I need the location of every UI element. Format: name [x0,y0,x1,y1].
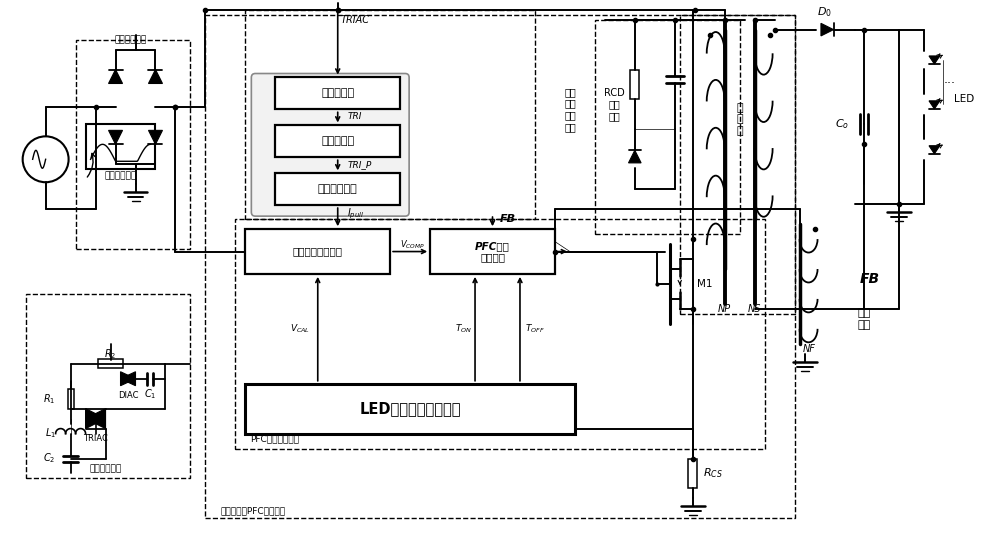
Text: LED: LED [954,95,974,104]
Text: M1: M1 [697,279,712,289]
Text: LED输出电流估算电路: LED输出电流估算电路 [359,401,461,416]
Polygon shape [929,56,940,64]
Bar [680,15,795,314]
Text: DIAC: DIAC [118,391,138,400]
Bar [245,384,575,434]
Bar [26,294,190,479]
Text: PFC恒流基础电路: PFC恒流基础电路 [250,435,299,443]
Text: 可控硅调光器: 可控硅调光器 [104,172,137,181]
Text: 导通角检测: 导通角检测 [321,89,354,98]
Text: NS: NS [748,304,761,314]
Bar [630,70,639,100]
Text: $C_o$: $C_o$ [835,118,850,131]
Bar [98,360,123,368]
Text: 调光
核心
控制
电路: 调光 核心 控制 电路 [564,87,576,132]
Bar [245,10,535,219]
Text: 辅助
绕组: 辅助 绕组 [858,308,871,330]
Text: 二极管整流桥: 二极管整流桥 [114,35,147,45]
Text: 变
压
器: 变 压 器 [736,103,743,136]
Text: $R_1$: $R_1$ [43,392,56,406]
Bar [245,229,390,274]
Text: TRI_P: TRI_P [348,160,372,169]
Text: TRI: TRI [348,112,362,121]
Text: $D_0$: $D_0$ [817,5,832,18]
Text: TRIAC: TRIAC [341,15,370,24]
FancyBboxPatch shape [251,73,409,216]
Text: $T_{ON}$: $T_{ON}$ [455,323,472,335]
Polygon shape [109,70,123,83]
Text: NF: NF [803,344,816,354]
Polygon shape [148,70,162,83]
Bar [430,229,555,274]
Text: $C_2$: $C_2$ [43,452,56,466]
Text: $I_{pull}$: $I_{pull}$ [347,207,364,221]
Bar [688,459,697,489]
Text: FB: FB [859,272,880,286]
Bar [68,389,74,409]
Bar [275,173,400,205]
Text: TRIAC: TRIAC [83,434,108,443]
Bar [76,40,190,249]
Bar [205,15,795,518]
Text: 导通角补偿: 导通角补偿 [321,137,354,146]
Polygon shape [109,131,123,144]
Text: 可控硅调光PFC控制电路: 可控硅调光PFC控制电路 [220,506,286,515]
Text: PFC逻辑
控制电路: PFC逻辑 控制电路 [475,241,510,262]
Text: 下拉电流控制: 下拉电流控制 [318,184,358,194]
Bar [275,77,400,109]
Text: 可控硅调光器: 可控硅调光器 [89,465,122,473]
Bar [595,20,740,234]
Polygon shape [121,372,136,386]
Polygon shape [629,150,641,163]
Text: $R_2$: $R_2$ [104,347,117,361]
Text: FB: FB [500,214,516,224]
Text: $T_{OFF}$: $T_{OFF}$ [525,323,545,335]
Polygon shape [929,146,940,154]
Text: $V_{CAL}$: $V_{CAL}$ [290,323,310,335]
Polygon shape [86,409,106,429]
Polygon shape [86,409,106,429]
Text: $R_{CS}$: $R_{CS}$ [703,467,723,480]
Polygon shape [821,23,834,36]
Text: NP: NP [718,304,731,314]
Bar [86,125,155,169]
Text: $C_1$: $C_1$ [144,387,157,400]
Text: $V_{COMP}$: $V_{COMP}$ [400,239,425,251]
Polygon shape [148,131,162,144]
Polygon shape [121,372,136,386]
Polygon shape [929,101,940,109]
Text: RCD
吸收
电路: RCD 吸收 电路 [604,88,625,121]
Text: $L_1$: $L_1$ [45,426,56,441]
Text: ...: ... [943,73,955,86]
Text: 输出电流控制电路: 输出电流控制电路 [293,246,343,257]
Bar [235,219,765,449]
Bar [275,125,400,157]
